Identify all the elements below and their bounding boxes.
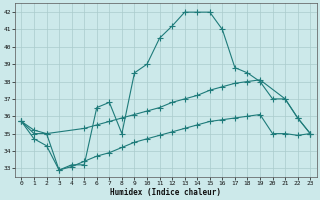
- X-axis label: Humidex (Indice chaleur): Humidex (Indice chaleur): [110, 188, 221, 197]
